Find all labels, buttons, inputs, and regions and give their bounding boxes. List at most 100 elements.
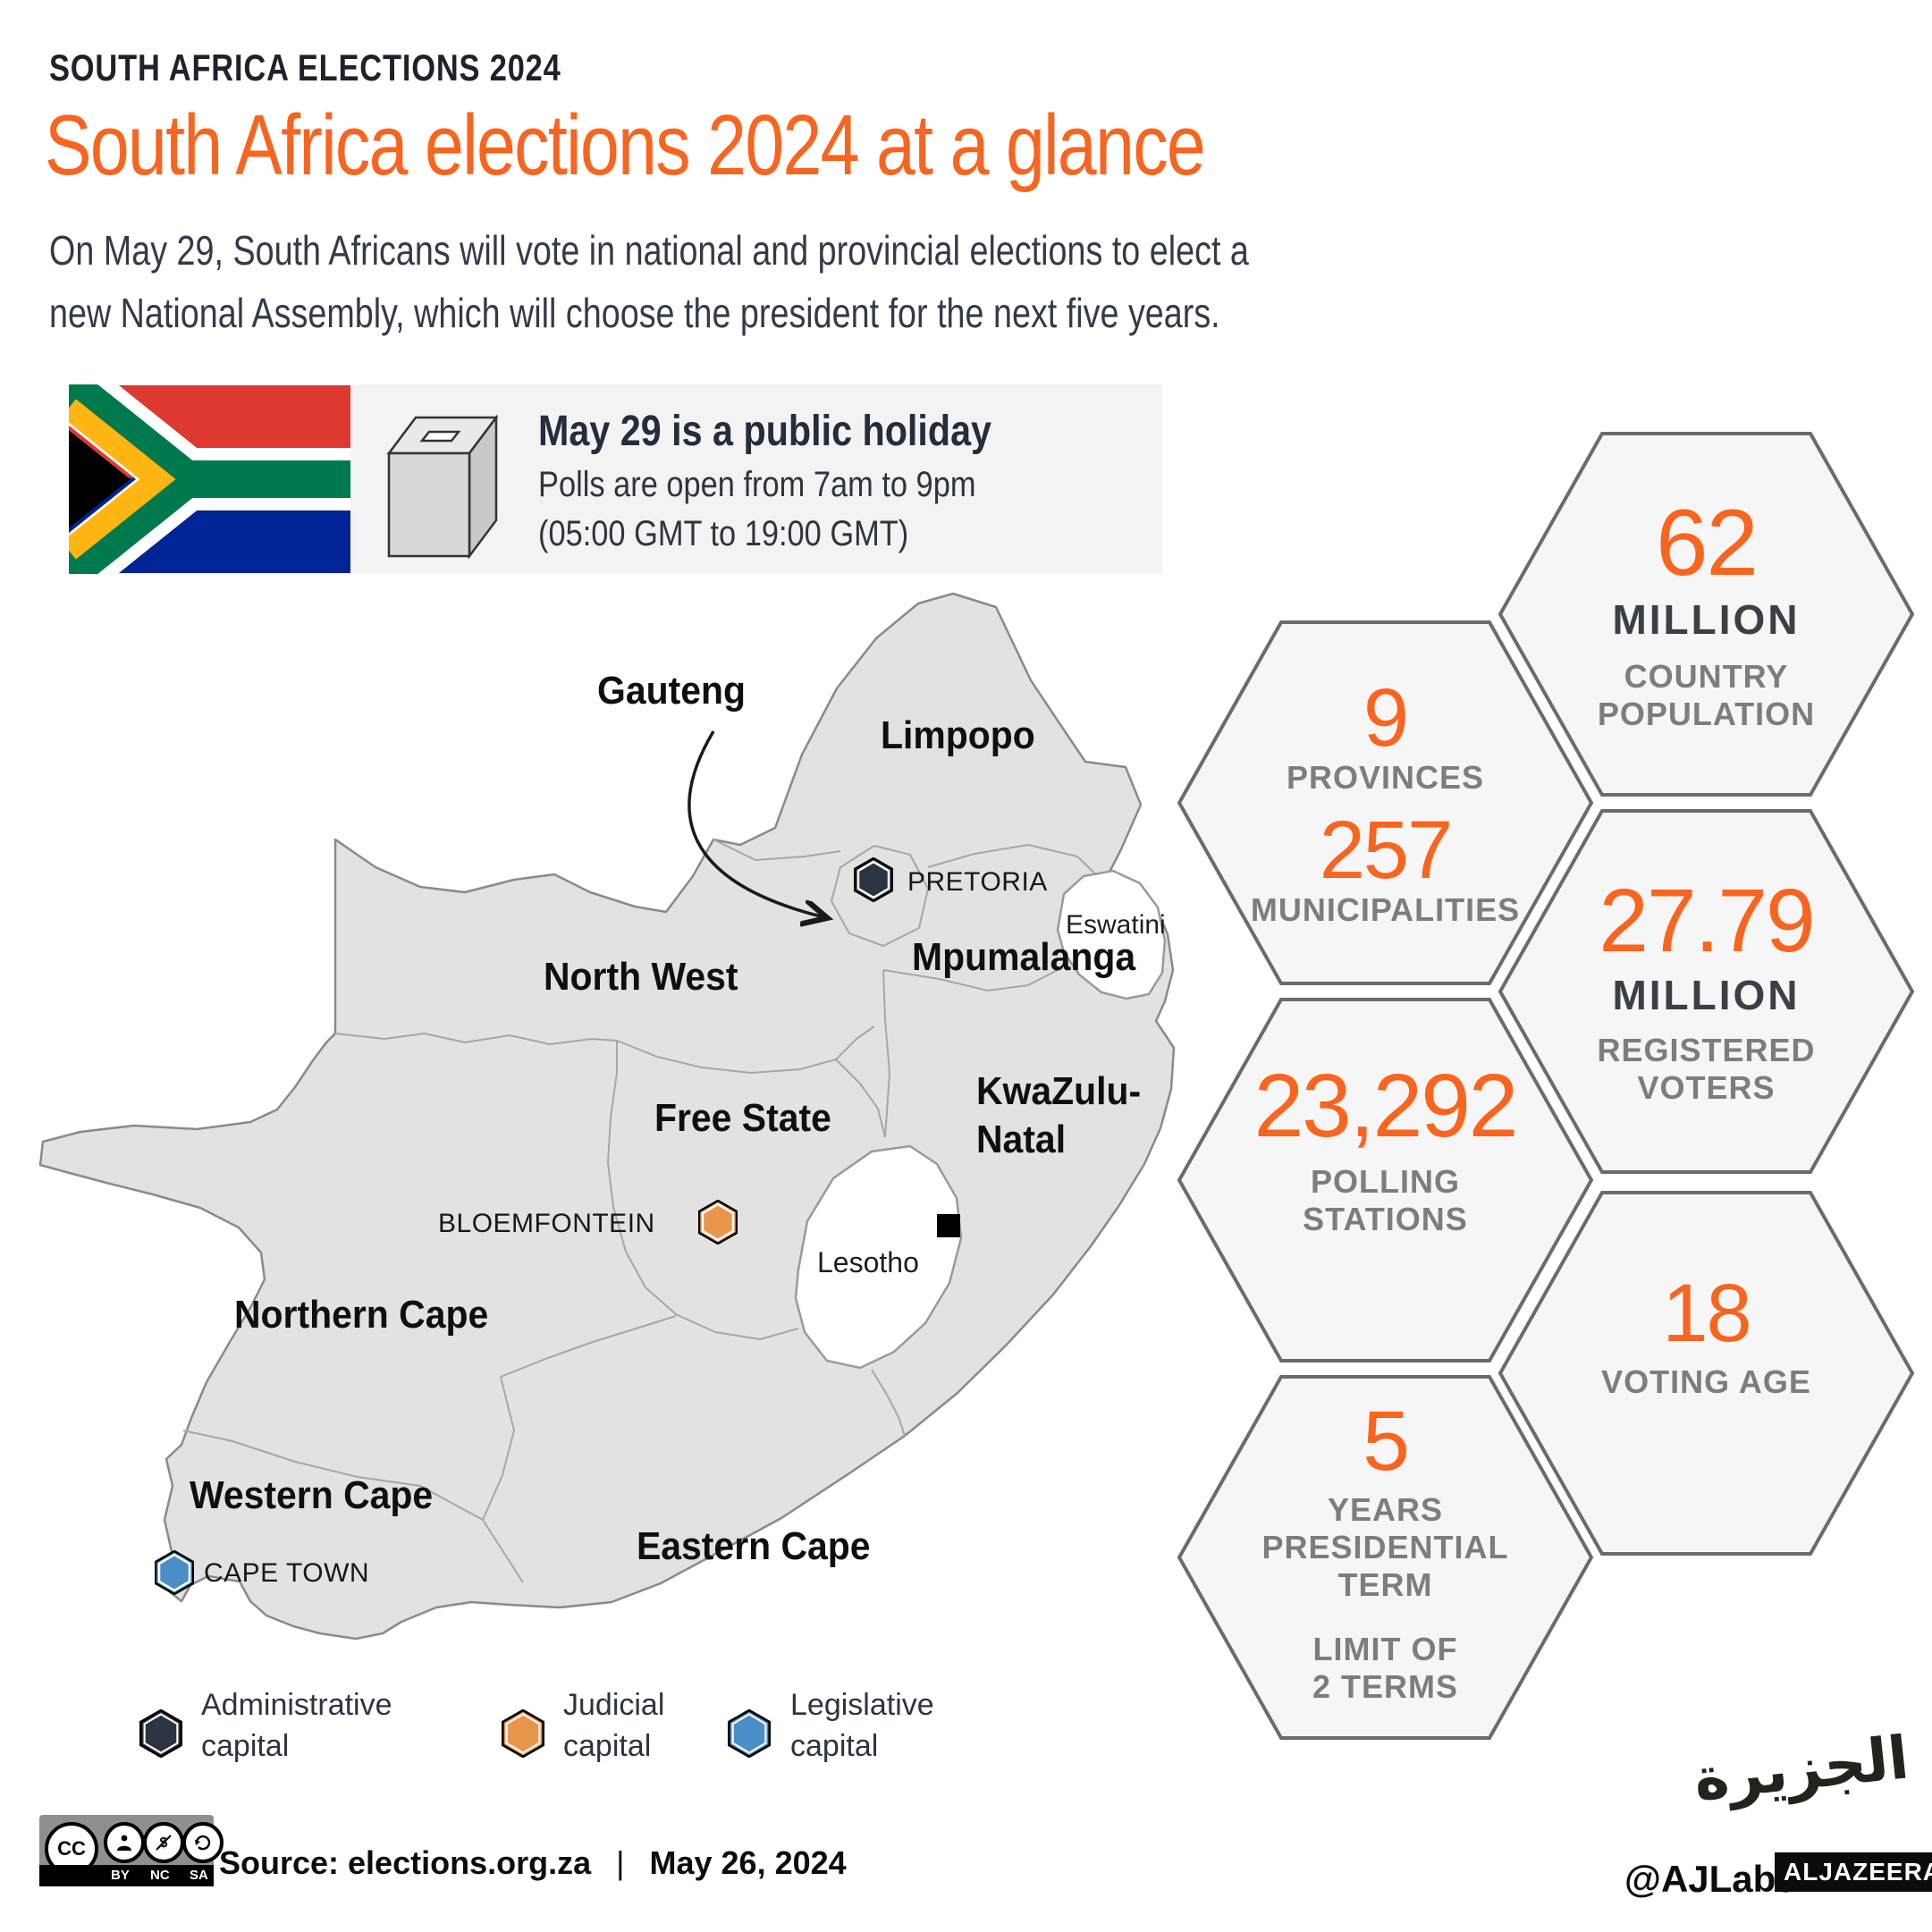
stat-term-cap1: YEARS — [1327, 1491, 1444, 1528]
gauteng-arrow — [688, 730, 824, 917]
label-kwazulu-natal-line1: KwaZulu- — [976, 1069, 1142, 1113]
cc-sa-icon — [182, 1822, 224, 1863]
stat-term-cap3: TERM — [1337, 1566, 1433, 1603]
pretoria-marker-icon — [853, 856, 894, 907]
legend-judicial-label: Judicial capital — [563, 1684, 664, 1767]
stat-term-caption-bottom: LIMIT OF 2 TERMS — [1312, 1631, 1458, 1706]
source-divider: | — [616, 1844, 625, 1881]
stat-term-value: 5 — [1363, 1394, 1410, 1489]
legend-admin-label: Administrative capital — [201, 1684, 392, 1767]
cc-label-by: BY — [111, 1868, 130, 1883]
province-borders — [182, 839, 1105, 1583]
bloemfontein-marker-icon — [697, 1199, 738, 1249]
legend-judicial-line2: capital — [563, 1729, 652, 1763]
stat-municipalities-cap: MUNICIPALITIES — [1250, 891, 1521, 928]
maseru-square — [937, 1214, 960, 1237]
legend-legislative-icon — [727, 1708, 772, 1762]
source-date: May 26, 2024 — [649, 1844, 847, 1881]
label-bloemfontein: BLOEMFONTEIN — [438, 1209, 655, 1238]
stat-population-value: 62 — [1656, 490, 1759, 595]
source-line: Source: elections.org.za | May 26, 2024 — [219, 1844, 847, 1882]
country-outline — [38, 592, 1176, 1641]
legend-admin-line1: Administrative — [201, 1688, 392, 1722]
stat-voters-cap1: REGISTERED — [1597, 1032, 1816, 1068]
label-mpumalanga: Mpumalanga — [912, 935, 1136, 979]
ballot-box-icon — [380, 400, 505, 561]
stat-hex-voting-age: 18 VOTING AGE — [1498, 1190, 1915, 1557]
stat-polling-value: 23,292 — [1253, 1056, 1519, 1156]
stat-term-cap5: 2 TERMS — [1312, 1668, 1459, 1705]
cc-by-icon — [104, 1822, 145, 1863]
stat-voters-value: 27.79 — [1599, 871, 1815, 971]
label-limpopo: Limpopo — [881, 713, 1035, 757]
stat-hex-polling: 23,292 POLLING STATIONS — [1177, 997, 1594, 1363]
stat-polling-cap1: POLLING — [1310, 1163, 1460, 1200]
legend-legislative-line1: Legislative — [790, 1688, 934, 1722]
stat-term-caption-top: YEARS PRESIDENTIAL TERM — [1261, 1491, 1508, 1604]
flag-icon — [49, 360, 350, 598]
legend-admin-icon — [139, 1708, 183, 1762]
label-kwazulu-natal-line2: Natal — [976, 1118, 1067, 1161]
banner-line-1: Polls are open from 7am to 9pm — [538, 465, 976, 504]
gauteng-border — [830, 844, 930, 948]
stat-population-unit: MILLION — [1612, 595, 1801, 643]
intro-text: On May 29, South Africans will vote in n… — [49, 219, 1249, 344]
eswatini-shape — [1056, 869, 1167, 1000]
map-drawing — [38, 592, 1176, 1641]
legend-judicial-icon — [501, 1708, 545, 1762]
stat-population-cap2: POPULATION — [1597, 695, 1816, 732]
label-gauteng: Gauteng — [597, 669, 746, 713]
stat-voters-unit: MILLION — [1612, 972, 1801, 1018]
stat-voting-age-cap: VOTING AGE — [1601, 1363, 1811, 1400]
stat-polling-cap2: STATIONS — [1303, 1201, 1468, 1237]
lesotho-shape — [794, 1144, 963, 1370]
label-lesotho: Lesotho — [817, 1246, 919, 1278]
aljazeera-wordmark: ALJAZEERA — [1775, 1852, 1932, 1892]
stat-voters-cap2: VOTERS — [1637, 1069, 1776, 1106]
stat-hex-term: 5 YEARS PRESIDENTIAL TERM LIMIT OF 2 TER… — [1177, 1374, 1594, 1741]
page-title: South Africa elections 2024 at a glance — [45, 97, 1206, 193]
cc-nc-icon: $ — [143, 1822, 184, 1863]
banner-line-2: (05:00 GMT to 19:00 GMT) — [538, 514, 909, 553]
intro-line-2: new National Assembly, which will choose… — [49, 290, 1220, 336]
banner-title: May 29 is a public holiday — [538, 408, 991, 455]
legend-legislative-label: Legislative capital — [790, 1684, 934, 1767]
kicker: SOUTH AFRICA ELECTIONS 2024 — [49, 46, 561, 89]
stat-term-cap4: LIMIT OF — [1312, 1631, 1458, 1667]
aljazeera-flame-logo-icon: الجزيرة — [1691, 1724, 1912, 1813]
stat-voting-age-value: 18 — [1662, 1268, 1751, 1359]
stat-term-cap2: PRESIDENTIAL — [1261, 1529, 1509, 1565]
label-eastern-cape: Eastern Cape — [637, 1524, 871, 1568]
cc-license-badge: CC $ BY NC SA — [39, 1815, 224, 1886]
legend-admin-line2: capital — [201, 1729, 290, 1763]
label-free-state: Free State — [654, 1096, 831, 1140]
cape-town-marker-icon — [154, 1549, 195, 1599]
stat-municipalities-value: 257 — [1319, 805, 1453, 896]
intro-line-1: On May 29, South Africans will vote in n… — [49, 227, 1249, 274]
label-western-cape: Western Cape — [190, 1473, 434, 1517]
legend-legislative-line2: capital — [790, 1729, 879, 1763]
cc-labels: BY NC SA — [39, 1865, 214, 1886]
label-cape-town: CAPE TOWN — [204, 1558, 370, 1588]
cc-label-nc: NC — [150, 1868, 170, 1883]
stat-population-cap1: COUNTRY — [1624, 657, 1789, 695]
stat-hex-voters: 27.79 MILLION REGISTERED VOTERS — [1498, 808, 1915, 1175]
legend-judicial-line1: Judicial — [563, 1688, 665, 1722]
label-pretoria: PRETORIA — [907, 867, 1048, 897]
stat-voters-caption: REGISTERED VOTERS — [1597, 1032, 1815, 1107]
stat-polling-caption: POLLING STATIONS — [1303, 1163, 1468, 1238]
stat-provinces-value: 9 — [1363, 672, 1409, 764]
label-eswatini: Eswatini — [1066, 910, 1166, 940]
label-north-west: North West — [544, 955, 738, 999]
cc-label-sa: SA — [190, 1868, 208, 1883]
stat-hex-provinces: 9 PROVINCES 257 MUNICIPALITIES — [1177, 620, 1594, 986]
stat-hex-population: 62 MILLION COUNTRY POPULATION — [1498, 431, 1915, 797]
ajlabs-credit: @AJLabs — [1624, 1858, 1797, 1900]
stat-provinces-cap: PROVINCES — [1286, 759, 1485, 796]
source-text: Source: elections.org.za — [219, 1844, 592, 1881]
south-africa-flag — [49, 360, 350, 598]
label-northern-cape: Northern Cape — [234, 1293, 489, 1337]
south-africa-map — [0, 572, 1216, 1654]
stat-population-caption: COUNTRY POPULATION — [1598, 658, 1815, 733]
